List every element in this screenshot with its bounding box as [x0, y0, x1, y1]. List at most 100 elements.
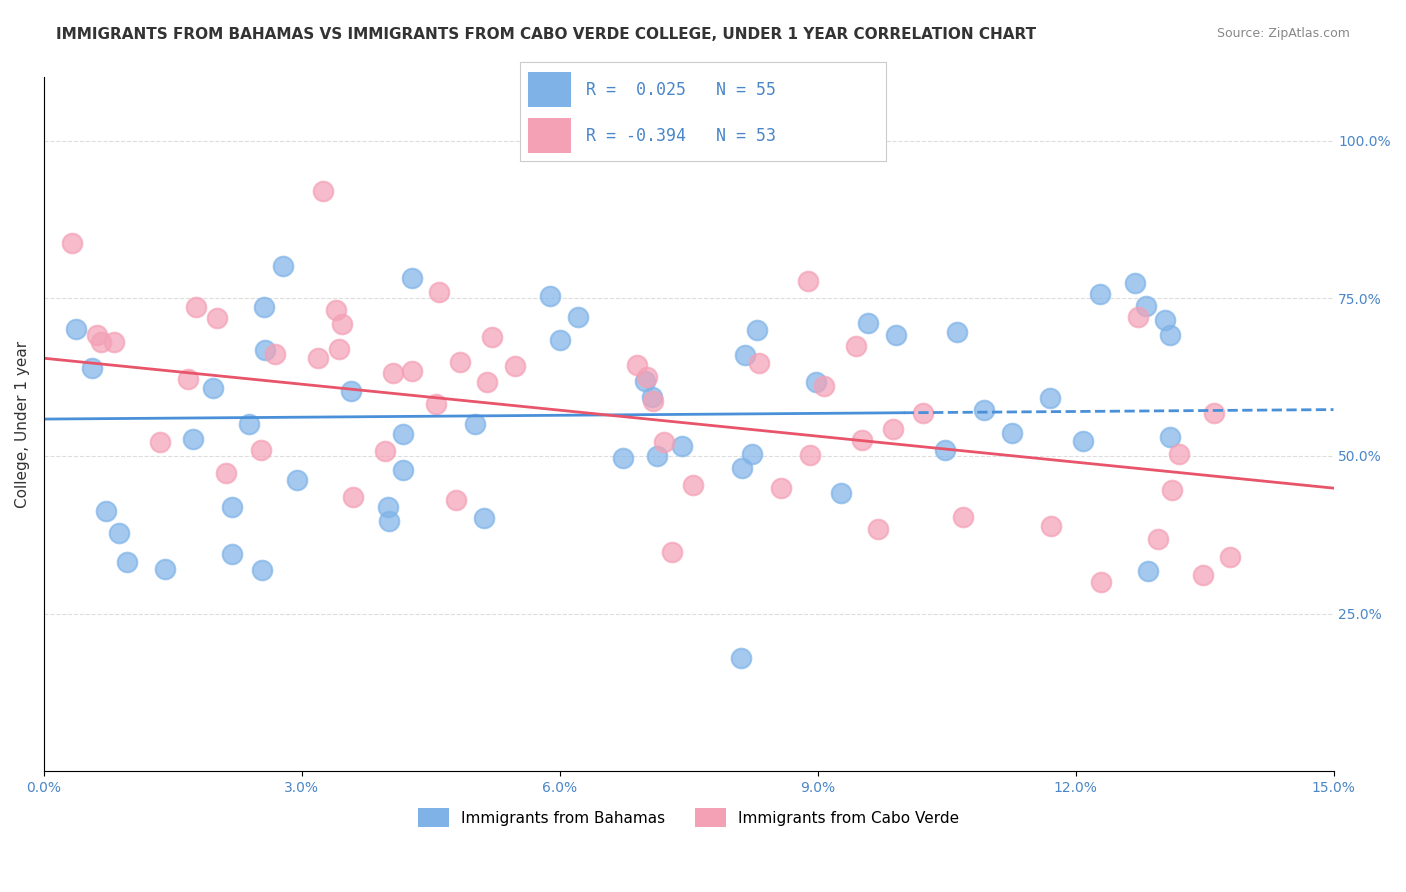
Point [330, 318, 353, 332]
Point [86, 328, 108, 343]
Y-axis label: College, Under 1 year: College, Under 1 year [15, 341, 30, 508]
Point [108, 525, 131, 540]
Point [799, 448, 821, 462]
Point [1073, 434, 1095, 448]
Point [214, 467, 236, 481]
Point [184, 301, 207, 315]
Point [747, 323, 769, 337]
Point [90, 334, 112, 349]
Point [538, 289, 561, 303]
Point [82, 361, 104, 376]
Point [253, 300, 276, 314]
Point [65, 321, 87, 335]
Point [94, 504, 117, 518]
Point [882, 422, 904, 436]
Point [643, 393, 665, 408]
FancyBboxPatch shape [527, 119, 571, 153]
Point [312, 184, 335, 198]
Point [181, 433, 204, 447]
Point [858, 317, 880, 331]
Point [307, 351, 329, 365]
Point [401, 271, 423, 285]
Legend: Immigrants from Bahamas, Immigrants from Cabo Verde: Immigrants from Bahamas, Immigrants from… [412, 802, 966, 833]
Point [830, 486, 852, 500]
Point [1126, 310, 1149, 324]
Point [634, 374, 657, 388]
Point [1088, 287, 1111, 301]
Point [153, 562, 176, 576]
Point [425, 397, 447, 411]
Point [1202, 406, 1225, 420]
Point [682, 477, 704, 491]
Point [117, 555, 139, 569]
Point [748, 356, 770, 370]
Point [730, 650, 752, 665]
Point [1039, 391, 1062, 405]
Point [374, 443, 396, 458]
Point [325, 302, 347, 317]
Point [1136, 564, 1159, 578]
Point [724, 120, 747, 135]
Point [221, 500, 243, 514]
Point [769, 481, 792, 495]
Text: IMMIGRANTS FROM BAHAMAS VS IMMIGRANTS FROM CABO VERDE COLLEGE, UNDER 1 YEAR CORR: IMMIGRANTS FROM BAHAMAS VS IMMIGRANTS FR… [56, 27, 1036, 42]
Point [1159, 430, 1181, 444]
Point [238, 417, 260, 431]
Point [868, 522, 890, 536]
Point [734, 348, 756, 362]
Point [671, 439, 693, 453]
Point [254, 343, 277, 357]
Point [503, 359, 526, 374]
Text: R =  0.025   N = 55: R = 0.025 N = 55 [586, 81, 776, 99]
Point [952, 510, 974, 524]
Point [250, 563, 273, 577]
Point [626, 358, 648, 372]
Point [1090, 575, 1112, 590]
Point [567, 310, 589, 324]
Point [845, 339, 868, 353]
Point [1219, 549, 1241, 564]
Point [202, 381, 225, 395]
Point [911, 406, 934, 420]
Point [377, 500, 399, 515]
Point [1123, 276, 1146, 290]
Point [381, 366, 404, 380]
Point [205, 310, 228, 325]
Point [285, 473, 308, 487]
Point [103, 334, 125, 349]
Point [339, 384, 361, 398]
Point [1000, 425, 1022, 440]
Point [804, 375, 827, 389]
Point [934, 442, 956, 457]
Point [149, 435, 172, 450]
Point [645, 449, 668, 463]
Point [481, 329, 503, 343]
Point [1168, 447, 1191, 461]
Point [449, 355, 471, 369]
Point [392, 427, 415, 442]
Point [1159, 327, 1181, 342]
Point [973, 403, 995, 417]
Point [946, 325, 969, 339]
Point [1154, 312, 1177, 326]
Point [427, 285, 450, 299]
Point [636, 369, 658, 384]
Point [1191, 568, 1213, 582]
Point [250, 442, 273, 457]
Point [741, 447, 763, 461]
Point [271, 260, 294, 274]
Point [731, 461, 754, 475]
Point [444, 492, 467, 507]
Point [884, 327, 907, 342]
Point [797, 274, 820, 288]
Point [1146, 532, 1168, 546]
Point [612, 450, 634, 465]
Point [661, 545, 683, 559]
Point [475, 375, 498, 389]
Point [401, 364, 423, 378]
FancyBboxPatch shape [527, 72, 571, 107]
Point [640, 390, 662, 404]
Point [548, 333, 571, 347]
Point [472, 510, 495, 524]
Point [264, 347, 287, 361]
